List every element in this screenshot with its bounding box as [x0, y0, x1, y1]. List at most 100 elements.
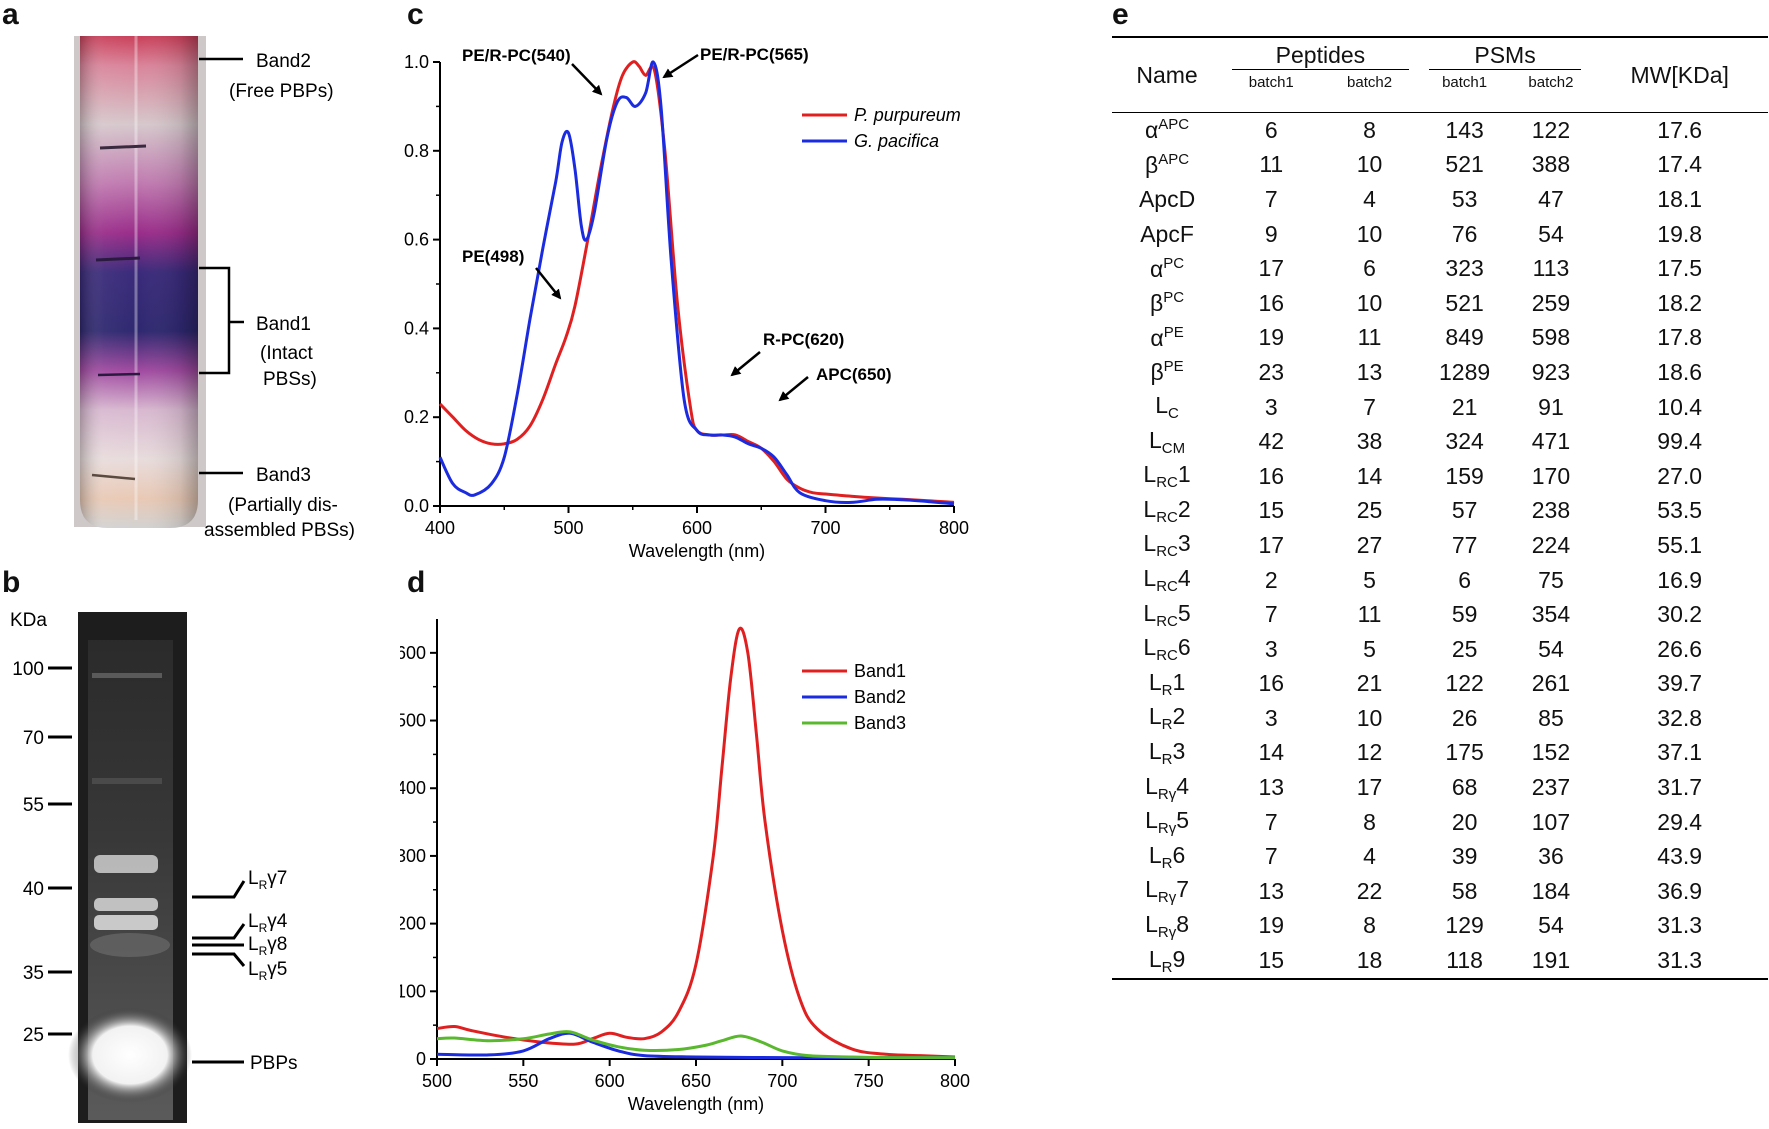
cell-psms-batch2: 923 — [1531, 358, 1571, 385]
cell-psms-batch2: 191 — [1510, 943, 1592, 980]
cell-peptides-batch2: 38 — [1356, 428, 1383, 455]
cell-peptides-batch1: 15 — [1258, 497, 1285, 524]
table-row: LRγ4 13 17 68 237 31.7 — [1112, 770, 1768, 805]
cell-psms-batch2: 54 — [1538, 220, 1564, 247]
y-tick-label: 0.0 — [404, 496, 429, 516]
y-tick-label: 1.0 — [404, 52, 429, 72]
cell-peptides-batch1: 19 — [1258, 912, 1285, 939]
svg-text:LRγ8: LRγ8 — [248, 934, 287, 958]
cell-peptides-batch2: 10 — [1356, 704, 1383, 731]
cell-peptides-batch1: 17 — [1258, 531, 1285, 558]
cell-peptides-batch2: 10 — [1356, 289, 1383, 316]
panel-label-b: b — [2, 566, 21, 599]
marker-line — [97, 372, 141, 377]
cell-mw: 30.2 — [1657, 601, 1703, 628]
cell-mw: 17.5 — [1657, 255, 1703, 282]
header-psms-batch2: batch2 — [1510, 74, 1592, 113]
x-tick-label: 600 — [595, 1071, 625, 1091]
cell-peptides-batch1: 14 — [1258, 739, 1285, 766]
band-label-pbps: PBPs — [250, 1053, 298, 1074]
panel-label-e: e — [1112, 0, 1129, 31]
table-row: LR2 3 10 26 85 32.8 — [1112, 701, 1768, 736]
cell-name: LR1 — [1148, 668, 1186, 699]
band3-note-line2: assembled PBSs) — [204, 520, 355, 541]
x-tick-label: 500 — [422, 1071, 452, 1091]
cell-peptides-batch2: 8 — [1363, 808, 1376, 835]
cell-mw: 18.6 — [1657, 358, 1703, 385]
protein-table: Name Peptides PSMs MW[KDa] batch1 batch2… — [1112, 36, 1768, 980]
cell-psms-batch1: 521 — [1445, 151, 1484, 178]
cell-mw: 55.1 — [1657, 531, 1703, 558]
cell-psms-batch1: 59 — [1451, 601, 1478, 628]
gel-band — [92, 673, 162, 678]
table-row: LRγ7 13 22 58 184 36.9 — [1112, 874, 1768, 909]
header-peptides-batch2: batch2 — [1320, 74, 1419, 113]
cell-peptides-batch2: 12 — [1356, 739, 1383, 766]
cell-psms-batch1: 68 — [1451, 774, 1478, 801]
cell-peptides-batch1: 11 — [1259, 151, 1284, 178]
cell-psms-batch2: 261 — [1531, 670, 1571, 697]
band3-note-line1: (Partially dis- — [228, 495, 338, 516]
cell-name: LRC4 — [1143, 565, 1191, 596]
header-peptides-batch1: batch1 — [1222, 74, 1321, 113]
chart-legend: Band1 Band2 Band3 — [802, 661, 906, 733]
cell-peptides-batch2: 10 — [1356, 151, 1383, 178]
cell-psms-batch2: 237 — [1531, 774, 1571, 801]
cell-psms-batch2: 598 — [1531, 324, 1571, 351]
cell-name: ApcD — [1138, 185, 1196, 212]
band3-label: Band3 — [256, 465, 311, 486]
cell-psms-batch1: 521 — [1445, 289, 1484, 316]
x-tick-label: 400 — [425, 518, 455, 538]
cell-peptides-batch2: 14 — [1356, 462, 1383, 489]
table-row: LRC5 7 11 59 354 30.2 — [1112, 597, 1768, 632]
gel-band — [92, 778, 162, 784]
cell-psms-batch1: 39 — [1451, 843, 1478, 870]
band-pointers — [192, 880, 246, 1064]
marker-55: 55 — [23, 795, 44, 816]
cell-name: LR3 — [1148, 737, 1186, 768]
panel-label-c: c — [407, 0, 424, 31]
table-row: LC 3 7 21 91 10.4 — [1112, 390, 1768, 425]
cell-peptides-batch2: 25 — [1356, 497, 1383, 524]
cell-mw: 27.0 — [1657, 462, 1703, 489]
marker-line — [95, 256, 141, 262]
cell-peptides-batch2: 7 — [1363, 393, 1376, 420]
table-row: LCM 42 38 324 471 99.4 — [1112, 424, 1768, 459]
annotation-rpc-620: R-PC(620) — [763, 330, 844, 349]
band1-note-line1: (Intact — [260, 343, 314, 364]
cell-peptides-batch1: 42 — [1258, 428, 1285, 455]
legend-entry: Band3 — [854, 713, 906, 733]
cell-name: ApcF — [1140, 220, 1194, 247]
cell-name: βPE — [1150, 358, 1184, 386]
cell-name: βAPC — [1145, 150, 1190, 178]
marker-35: 35 — [23, 963, 44, 984]
cell-name: LR2 — [1148, 703, 1186, 734]
cell-peptides-batch1: 7 — [1264, 843, 1278, 870]
cell-name: LRγ5 — [1145, 807, 1190, 838]
cell-psms-batch2: 170 — [1531, 462, 1571, 489]
svg-text:LRγ4: LRγ4 — [248, 911, 288, 935]
cell-mw: 31.7 — [1657, 774, 1703, 801]
x-tick-label: 750 — [854, 1071, 884, 1091]
cell-psms-batch1: 1289 — [1439, 358, 1491, 385]
x-tick-label: 800 — [939, 518, 969, 538]
cell-peptides-batch2: 10 — [1356, 220, 1383, 247]
cell-psms-batch1: 849 — [1445, 324, 1484, 351]
table-row: αPE 19 11 849 598 17.8 — [1112, 321, 1768, 356]
table-row: LRγ5 7 8 20 107 29.4 — [1112, 805, 1768, 840]
cell-peptides-batch1: 7 — [1264, 601, 1278, 628]
band1-bracket — [199, 266, 231, 375]
cell-peptides-batch1: 6 — [1264, 116, 1278, 143]
header-mw: MW[KDa] — [1591, 36, 1768, 113]
cell-psms-batch1: 20 — [1451, 808, 1478, 835]
cell-psms-batch2: 259 — [1531, 289, 1571, 316]
cell-mw: 19.8 — [1657, 220, 1703, 247]
marker-70: 70 — [23, 728, 44, 749]
cell-mw: 16.9 — [1657, 566, 1703, 593]
panel-b-figure: KDa 100 70 55 40 35 25 LRγ7 LRγ4 LRγ8 LR… — [10, 610, 298, 1123]
cell-peptides-batch1: 23 — [1258, 358, 1285, 385]
table-row: LRC3 17 27 77 224 55.1 — [1112, 528, 1768, 563]
cell-peptides-batch1: 19 — [1258, 324, 1285, 351]
band-label-lr-gamma5: LRγ5 — [248, 959, 287, 983]
legend-entry: G. pacifica — [854, 131, 939, 151]
